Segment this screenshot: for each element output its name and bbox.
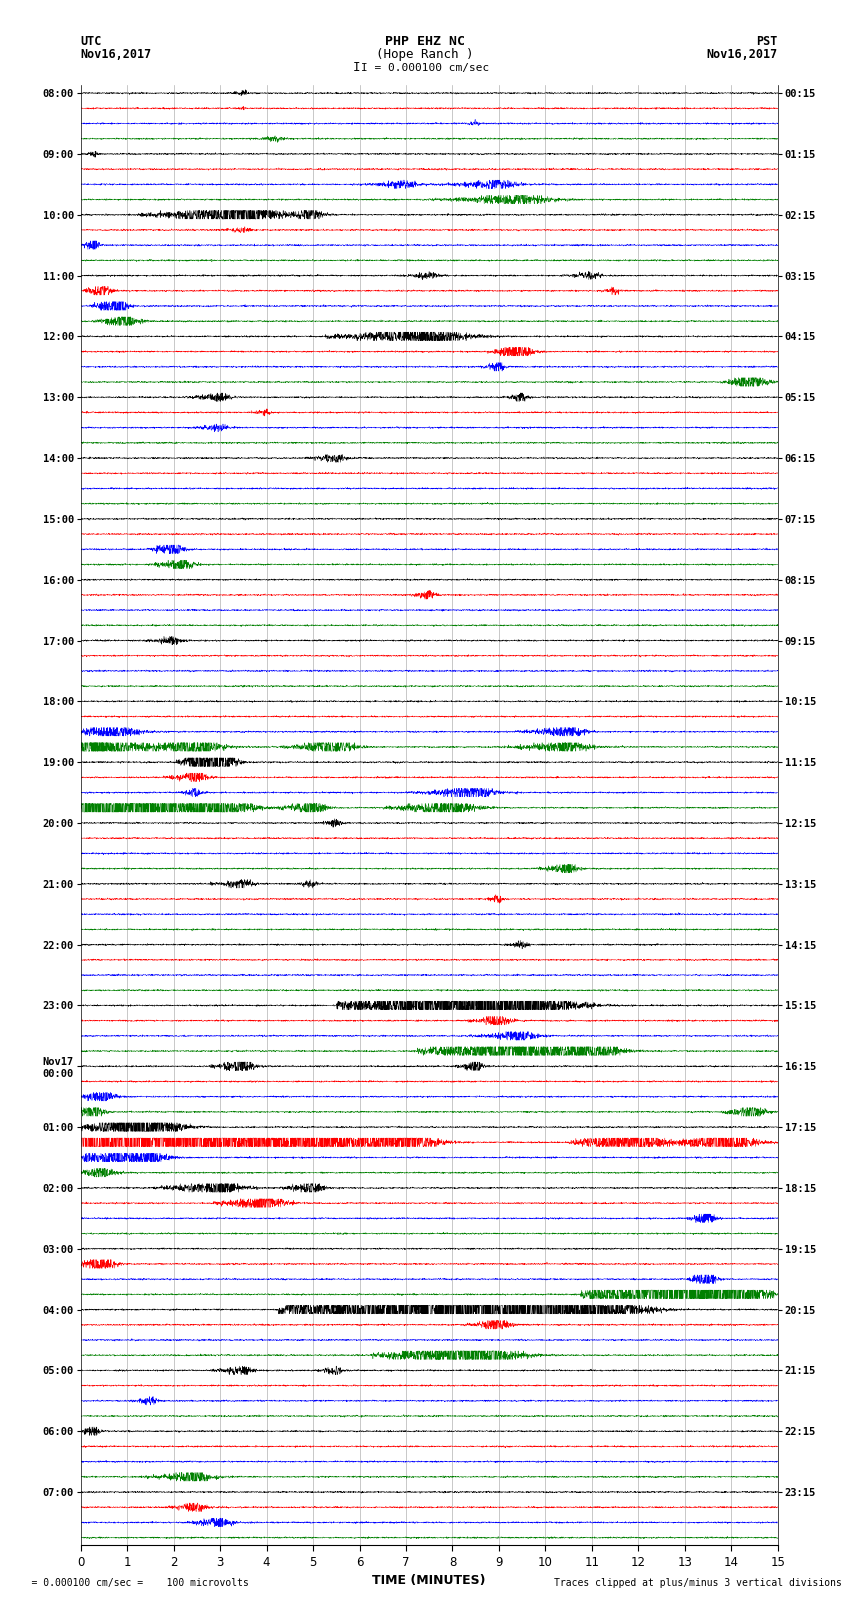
- Text: PST: PST: [756, 35, 778, 48]
- Text: = 0.000100 cm/sec =    100 microvolts: = 0.000100 cm/sec = 100 microvolts: [8, 1578, 249, 1587]
- Text: UTC: UTC: [81, 35, 102, 48]
- Text: PHP EHZ NC: PHP EHZ NC: [385, 35, 465, 48]
- Text: Nov16,2017: Nov16,2017: [706, 48, 778, 61]
- Text: I = 0.000100 cm/sec: I = 0.000100 cm/sec: [361, 63, 489, 73]
- Text: I: I: [354, 61, 360, 74]
- Text: (Hope Ranch ): (Hope Ranch ): [377, 48, 473, 61]
- X-axis label: TIME (MINUTES): TIME (MINUTES): [372, 1574, 486, 1587]
- Text: Traces clipped at plus/minus 3 vertical divisions: Traces clipped at plus/minus 3 vertical …: [553, 1578, 842, 1587]
- Text: Nov16,2017: Nov16,2017: [81, 48, 152, 61]
